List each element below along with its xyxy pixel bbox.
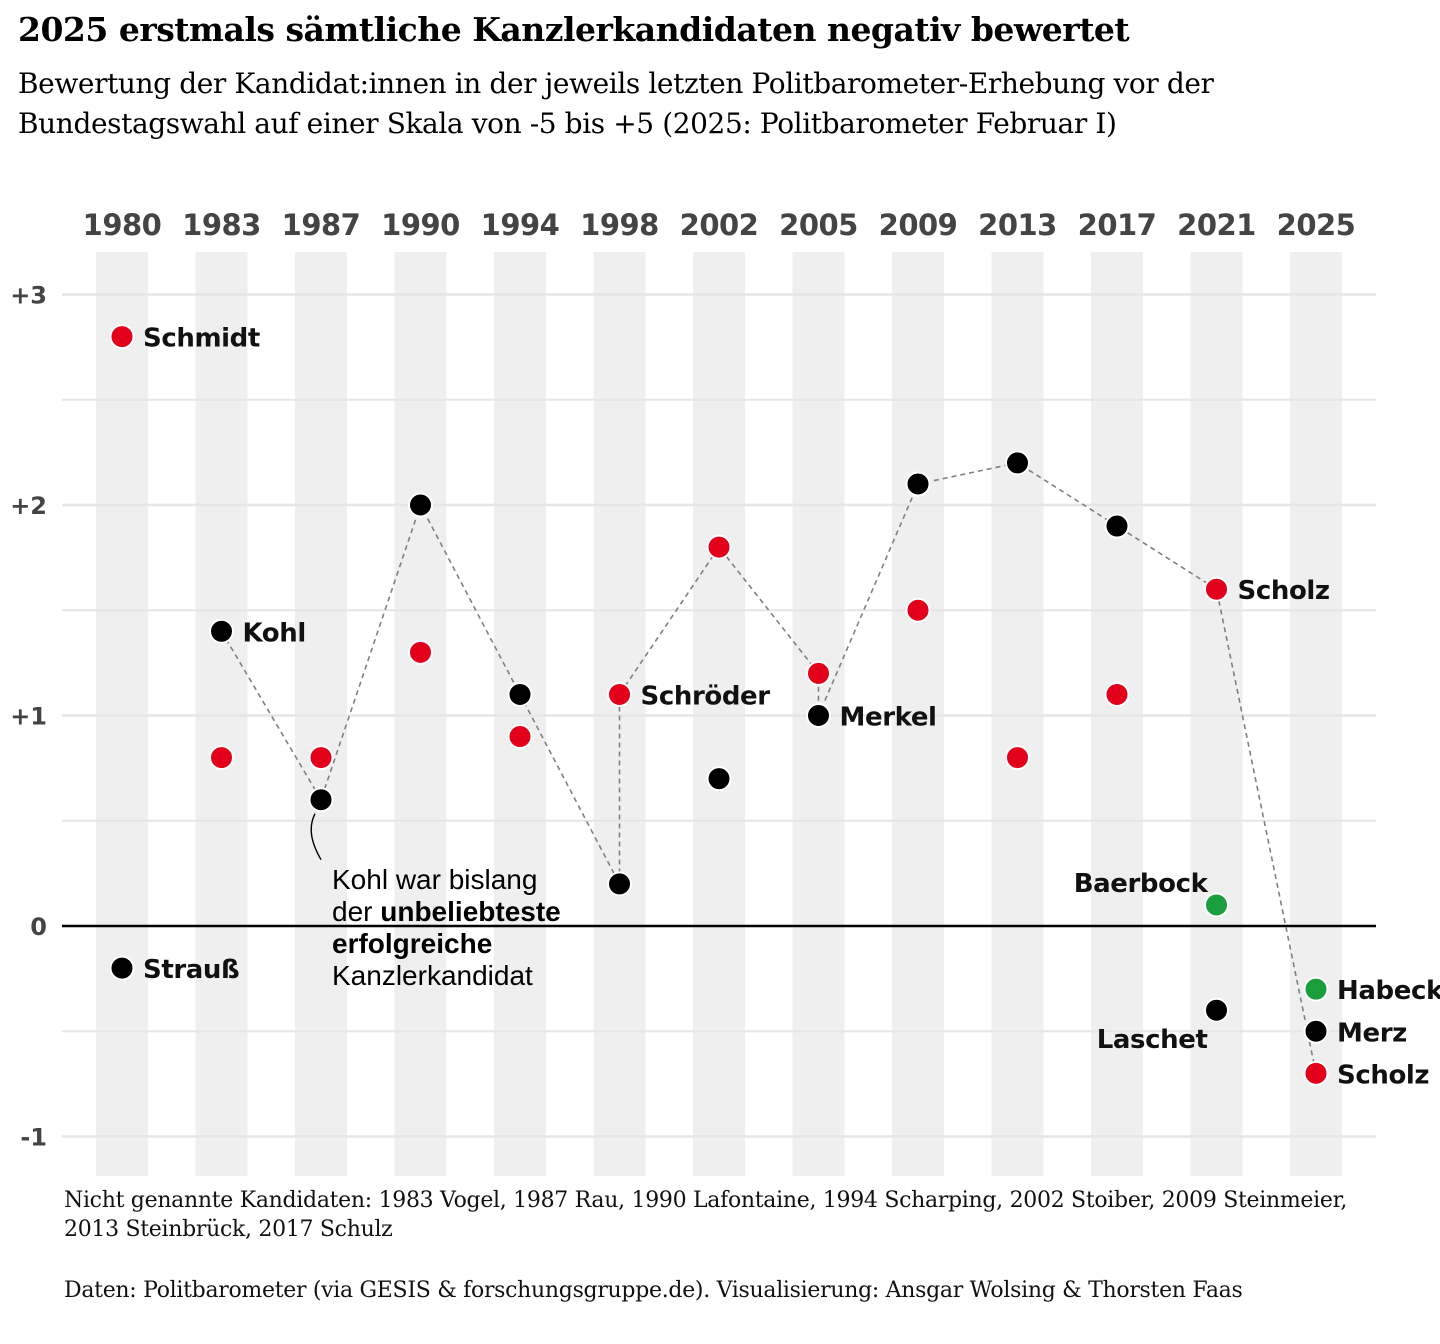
point-label: Scholz — [1238, 576, 1330, 606]
caption-source: Daten: Politbarometer (via GESIS & forsc… — [64, 1278, 1243, 1303]
data-point — [1005, 450, 1030, 476]
x-tick-label: 2025 — [1277, 208, 1356, 242]
x-tick-label: 2002 — [680, 208, 759, 242]
annotation-line: Kanzlerkandidat — [332, 960, 533, 991]
data-point — [1005, 745, 1030, 771]
data-point — [1204, 892, 1229, 918]
x-tick-label: 1998 — [580, 208, 659, 242]
data-point — [1104, 681, 1130, 707]
data-points — [109, 324, 1329, 1086]
chart-subtitle: Bewertung der Kandidat:innen in der jewe… — [18, 67, 1214, 140]
annotation-segment: der — [332, 896, 380, 927]
data-point — [706, 534, 732, 560]
point-label: Kohl — [243, 618, 306, 648]
x-tick-label: 1990 — [381, 208, 460, 242]
x-tick-label: 1980 — [83, 208, 162, 242]
year-band — [593, 252, 646, 1176]
year-band — [295, 252, 347, 1176]
winner-path-line — [220, 462, 1317, 1074]
point-label: Baerbock — [1074, 869, 1209, 899]
data-point — [408, 639, 433, 665]
data-point — [607, 871, 632, 897]
year-band — [693, 252, 745, 1176]
y-axis-labels: +3 +2 +1 0 -1 — [10, 282, 47, 1152]
x-tick-label: 2005 — [779, 208, 858, 242]
year-band — [195, 252, 248, 1176]
data-point — [607, 681, 632, 707]
data-point — [806, 660, 831, 686]
data-point — [1204, 997, 1229, 1023]
point-label: Scholz — [1337, 1060, 1429, 1090]
data-point — [109, 324, 135, 350]
y-tick-label: +1 — [10, 703, 47, 731]
x-axis-labels: 1980 1983 1987 1990 1994 1998 2002 2005 2009 2013… — [83, 208, 1356, 242]
annotation-line: der unbeliebteste — [332, 896, 561, 927]
data-point — [209, 745, 234, 771]
data-point — [806, 703, 831, 728]
x-tick-label: 1987 — [282, 208, 361, 242]
year-band — [1091, 252, 1143, 1176]
point-label: Merkel — [840, 703, 937, 733]
annotation-line: erfolgreiche — [332, 928, 492, 959]
data-point — [706, 766, 732, 792]
data-point — [1303, 1060, 1329, 1086]
data-point — [905, 471, 931, 497]
annotation-segment: unbeliebteste — [380, 896, 560, 927]
data-point — [1204, 576, 1229, 602]
point-label: Merz — [1337, 1018, 1407, 1048]
y-tick-label: 0 — [30, 913, 47, 941]
data-point — [1104, 513, 1130, 539]
point-label: Strauß — [143, 955, 239, 985]
gridlines — [62, 293, 1376, 1138]
annotation-segment: erfolgreiche — [332, 928, 492, 959]
data-point — [308, 787, 334, 813]
year-band — [892, 252, 944, 1176]
x-tick-label: 2021 — [1177, 208, 1256, 242]
point-label: Schmidt — [143, 324, 260, 354]
data-point — [408, 492, 433, 518]
data-point — [1303, 976, 1329, 1002]
data-point — [507, 724, 533, 750]
point-labels: Schmidt Strauß Kohl Schröder Merkel Scholz Bae… — [143, 324, 1440, 1091]
data-point — [308, 745, 334, 771]
annotation-segment: Kohl war bislang — [332, 864, 537, 895]
chart-title: 2025 erstmals sämtliche Kanzlerkandidate… — [18, 10, 1130, 49]
data-point — [905, 597, 931, 623]
point-label: Laschet — [1097, 1025, 1208, 1055]
x-tick-label: 2013 — [978, 208, 1057, 242]
y-tick-label: +3 — [10, 282, 47, 310]
point-label: Schröder — [641, 681, 771, 711]
x-tick-label: 1983 — [182, 208, 261, 242]
data-point — [507, 681, 533, 707]
annotation-segment: Kanzlerkandidat — [332, 960, 533, 991]
annotation-line: Kohl war bislang — [332, 864, 537, 895]
caption-note: Nicht genannte Kandidaten: 1983 Vogel, 1… — [64, 1188, 1348, 1242]
x-tick-label: 2009 — [879, 208, 958, 242]
data-point — [109, 955, 135, 981]
x-tick-label: 1994 — [481, 208, 560, 242]
data-point — [209, 618, 234, 644]
point-label: Habeck — [1337, 976, 1440, 1006]
y-tick-label: -1 — [20, 1124, 47, 1152]
year-band — [991, 252, 1044, 1176]
y-tick-label: +2 — [10, 492, 47, 520]
data-point — [1303, 1018, 1329, 1044]
year-band — [494, 252, 546, 1176]
year-band — [96, 252, 148, 1176]
annotation-connector — [310, 813, 322, 861]
x-tick-label: 2017 — [1078, 208, 1157, 242]
year-band — [394, 252, 447, 1176]
